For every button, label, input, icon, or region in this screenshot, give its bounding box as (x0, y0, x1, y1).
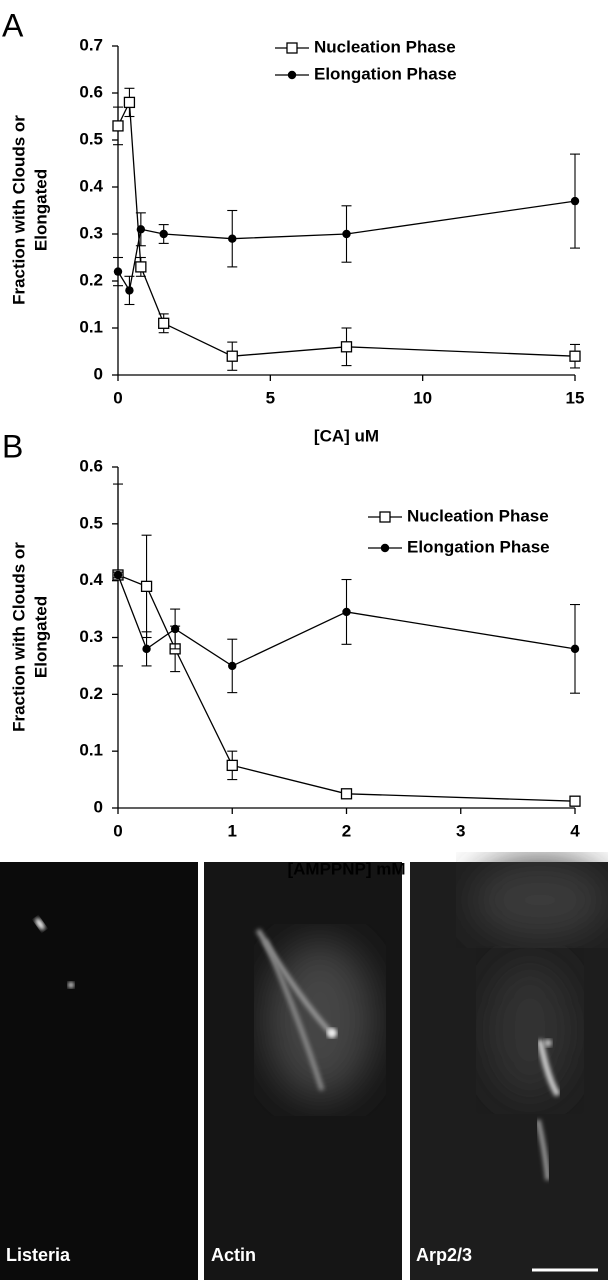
marker (112, 120, 124, 132)
marker (125, 286, 134, 295)
image-arp23: Arp2/3 (410, 860, 608, 1280)
marker (340, 341, 353, 353)
x-tick-label: 1 (228, 821, 237, 840)
image-listeria: Listeria (0, 862, 198, 1280)
x-tick-label: 10 (413, 388, 432, 407)
image-label: Listeria (6, 1245, 71, 1265)
y-tick-label: 0.7 (79, 35, 103, 54)
marker (342, 607, 351, 617)
y-tick-label: 0.3 (79, 627, 103, 646)
y-tick-label: 0 (94, 797, 103, 816)
x-tick-label: 2 (342, 821, 351, 840)
marker (136, 225, 146, 234)
legend-label: Nucleation Phase (314, 37, 456, 56)
x-tick-label: 0 (113, 821, 122, 840)
y-tick-label: 0.5 (79, 513, 103, 532)
legend-marker (287, 70, 297, 80)
y-tick-label: 0.6 (79, 82, 103, 101)
image-label: Actin (211, 1245, 256, 1265)
marker (170, 624, 180, 634)
y-tick-label: 0 (94, 364, 103, 383)
marker (228, 661, 237, 671)
legend-marker (286, 42, 298, 54)
x-tick-label: 15 (566, 388, 585, 407)
marker (158, 317, 170, 329)
x-tick-label: 3 (456, 821, 465, 840)
x-tick-label: 5 (266, 388, 275, 407)
image-actin: Actin (204, 862, 402, 1280)
x-tick-label: 0 (113, 388, 122, 407)
marker (569, 350, 581, 362)
y-axis-label: Fraction with Clouds or (9, 542, 28, 732)
legend-marker (379, 511, 391, 523)
y-tick-label: 0.2 (79, 684, 103, 703)
y-tick-label: 0.6 (79, 456, 103, 475)
y-tick-label: 0.1 (79, 741, 103, 760)
marker (123, 96, 136, 109)
legend-label: Elongation Phase (407, 537, 550, 556)
y-tick-label: 0.5 (79, 129, 103, 148)
image-label: Arp2/3 (416, 1245, 472, 1265)
legend-label: Nucleation Phase (407, 506, 549, 525)
marker (569, 795, 581, 807)
y-tick-label: 0.2 (79, 270, 103, 289)
y-tick-label: 0.1 (79, 317, 103, 336)
legend-label: Elongation Phase (314, 64, 457, 83)
marker (142, 644, 151, 654)
marker (113, 570, 123, 580)
marker (342, 229, 351, 239)
marker (570, 644, 580, 654)
marker (140, 580, 153, 592)
panel-label: A (2, 7, 24, 43)
series-line (117, 574, 576, 667)
y-axis-label: Elongated (31, 596, 50, 678)
x-tick-label: 4 (570, 821, 580, 840)
legend-marker (380, 543, 390, 553)
y-axis-label: Fraction with Clouds or (9, 115, 28, 305)
y-tick-label: 0.3 (79, 223, 103, 242)
y-tick-label: 0.4 (79, 176, 103, 195)
marker (159, 229, 168, 239)
marker (135, 261, 147, 273)
marker (226, 759, 238, 772)
marker (226, 350, 238, 362)
y-axis-label: Elongated (31, 169, 50, 251)
marker (228, 234, 237, 243)
panel-label: B (2, 428, 23, 464)
marker (570, 196, 580, 206)
x-axis-label: [AMPPNP] mM (287, 859, 405, 878)
x-axis-label: [CA] uM (314, 426, 379, 445)
marker (113, 267, 123, 276)
marker (340, 788, 353, 800)
y-tick-label: 0.4 (79, 570, 103, 589)
